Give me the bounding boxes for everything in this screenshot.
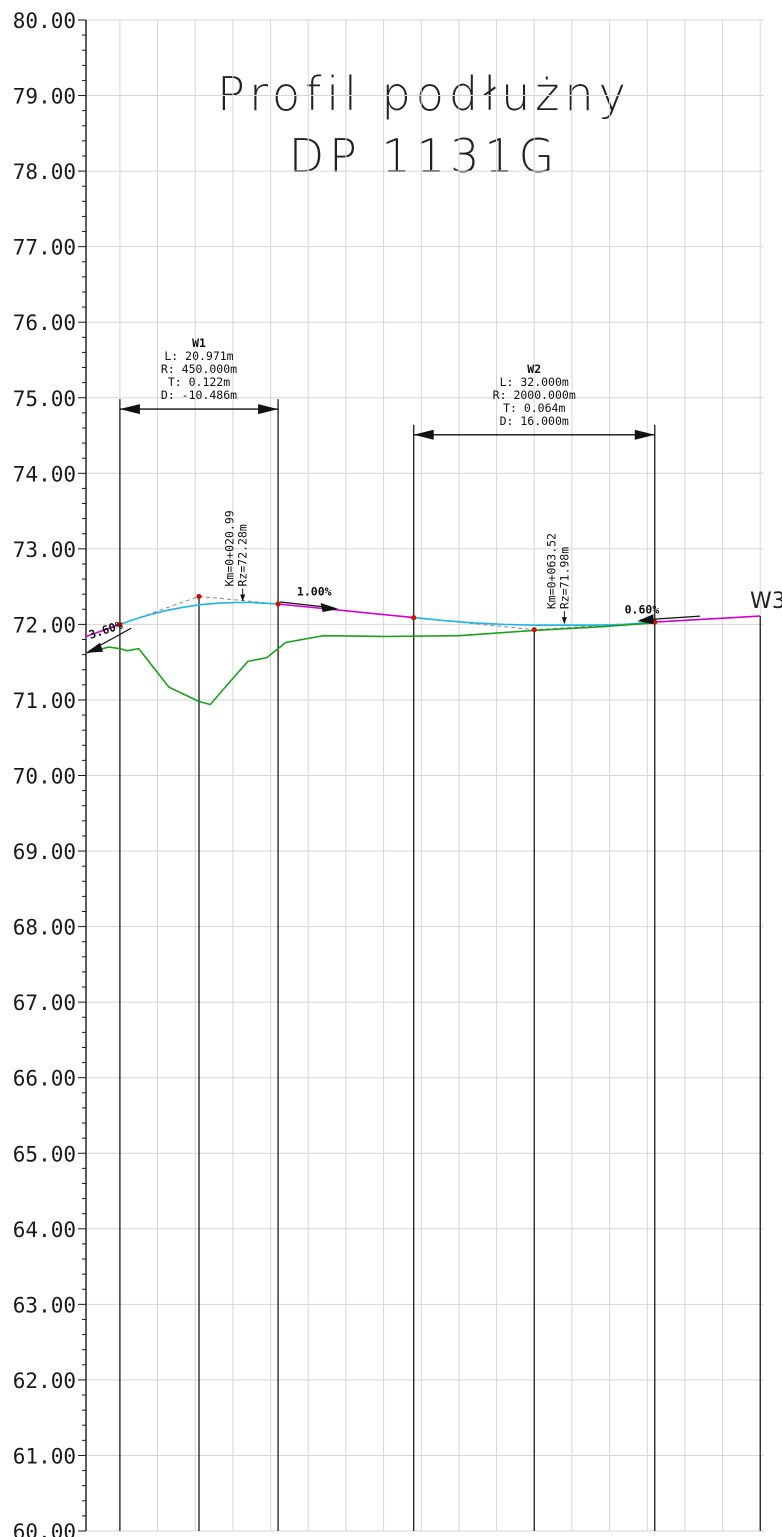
tick-label: 78.00 — [13, 160, 76, 184]
tick-label: 71.00 — [13, 689, 76, 713]
tick-label: 76.00 — [13, 311, 76, 335]
title-line-1: Profil podłużny — [217, 67, 631, 121]
tick-label: 65.00 — [13, 1142, 76, 1166]
tick-label: 74.00 — [13, 462, 76, 486]
curve-d: D: 16.000m — [500, 414, 569, 428]
curve-length: L: 32.000m — [500, 375, 569, 389]
slope-label: 0.60% — [625, 602, 660, 616]
tick-label: 70.00 — [13, 765, 76, 789]
slope-arrow-head — [637, 614, 654, 625]
vertex-km-label: Km=0+063.52 — [544, 533, 558, 609]
vertex-point — [196, 593, 202, 600]
vertex-rz-label: Rz=72.28m — [236, 524, 250, 586]
profile-lines — [85, 593, 761, 706]
terrain-line — [85, 622, 655, 706]
grade-line-segment — [278, 603, 414, 619]
grade-line-segment — [85, 623, 121, 638]
tick-label: 69.00 — [13, 840, 76, 864]
tick-label: 62.00 — [13, 1369, 76, 1393]
vertex-km-label: Km=0+020.99 — [223, 510, 237, 586]
dimension-arrow-left — [413, 429, 434, 440]
vertical-curve-w1 — [119, 601, 279, 626]
curve-d: D: -10.486m — [161, 388, 237, 402]
vertex-point — [652, 619, 658, 625]
tick-label: 60.00 — [13, 1520, 76, 1537]
tangent-line — [119, 595, 279, 625]
vertex-point — [117, 621, 123, 628]
tick-label: 64.00 — [13, 1218, 76, 1242]
tick-label: 75.00 — [13, 387, 76, 411]
vertex-pointer-head — [561, 617, 567, 625]
slope-label: 3.60% — [87, 618, 124, 642]
tick-label: 77.00 — [13, 236, 76, 260]
vertex-rz-label: Rz=71.98m — [557, 547, 571, 609]
title-line-2: DP 1131G — [289, 129, 560, 183]
vertex-point — [411, 615, 417, 621]
tick-label: 68.00 — [13, 916, 76, 940]
station-lines — [119, 399, 761, 1531]
slope-arrow-head — [320, 603, 339, 613]
curve-radius: R: 450.000m — [161, 362, 237, 376]
tick-label: 63.00 — [13, 1293, 76, 1317]
tick-label: 72.00 — [13, 613, 76, 637]
vertex-label-group: Km=0+020.99 Rz=72.28m — [223, 510, 250, 586]
vertex-pointer-head — [240, 594, 246, 602]
grade-line-segment — [654, 615, 761, 623]
vertex-point — [531, 627, 537, 633]
tick-label: 79.00 — [13, 85, 76, 109]
slope-label: 1.00% — [297, 584, 332, 598]
dimension-arrow-right — [634, 429, 655, 440]
vertical-curve-w2 — [413, 616, 655, 627]
grid — [86, 19, 764, 1532]
curve-radius: R: 2000.000m — [493, 388, 576, 402]
dimension-arrow-right — [258, 404, 279, 415]
curve-name: W1 — [192, 336, 206, 350]
vertex-point — [275, 601, 281, 607]
elevation-axis: 80.00 79.00 78.00 77.00 76.00 75.00 74.00 73.00… — [13, 9, 87, 1537]
end-label-w3: W3 — [750, 589, 782, 614]
slope-arrow-head — [86, 642, 103, 653]
vertex-label-group: Km=0+063.52 Rz=71.98m — [544, 533, 571, 609]
curve-tangent: T: 0.122m — [168, 375, 230, 389]
tick-label: 80.00 — [13, 9, 76, 33]
tick-label: 73.00 — [13, 538, 76, 562]
tick-label: 61.00 — [13, 1444, 76, 1468]
dimension-arrow-left — [119, 404, 140, 415]
tick-label: 67.00 — [13, 991, 76, 1015]
tick-label: 66.00 — [13, 1067, 76, 1091]
curve-length: L: 20.971m — [164, 349, 233, 363]
curve-tangent: T: 0.064m — [503, 401, 565, 415]
curve-name: W2 — [527, 362, 541, 376]
